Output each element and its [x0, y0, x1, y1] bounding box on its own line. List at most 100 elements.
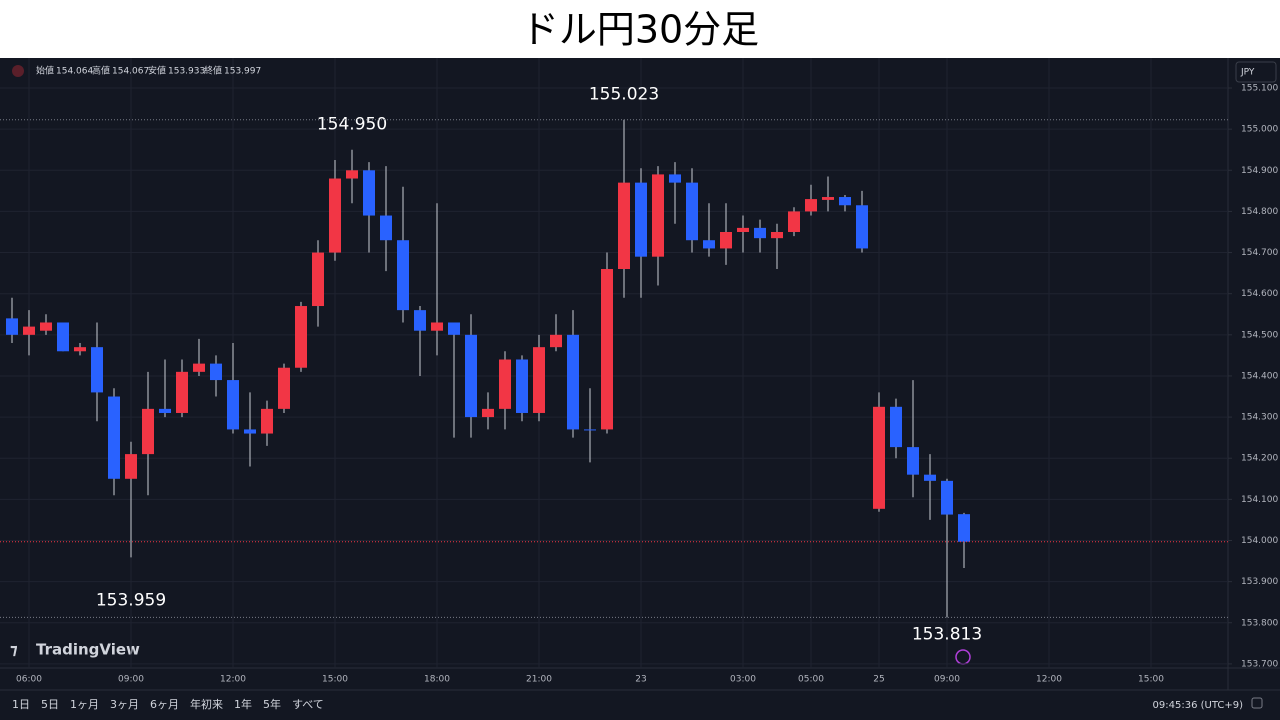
candle-body — [91, 347, 103, 393]
candle-body — [669, 174, 681, 183]
range-button[interactable]: 1年 — [234, 697, 252, 711]
candle-body — [839, 197, 851, 206]
candle-body — [890, 406, 902, 448]
candle-body — [924, 474, 936, 481]
clock: 09:45:36 (UTC+9) — [1153, 700, 1244, 711]
candle-body — [261, 408, 273, 434]
y-tick-label: 154.100 — [1241, 495, 1278, 505]
y-tick-label: 154.500 — [1241, 330, 1278, 340]
candle-body — [57, 322, 69, 352]
watermark: TradingView — [36, 641, 140, 659]
settings-icon[interactable] — [1251, 697, 1263, 709]
x-tick-label: 23 — [635, 675, 646, 685]
x-tick-label: 03:00 — [730, 675, 756, 685]
candle-body — [686, 182, 698, 241]
candle-body — [448, 322, 460, 335]
x-tick-label: 12:00 — [220, 675, 246, 685]
candle-body — [516, 359, 528, 413]
ohlc-value: 153.933 — [168, 67, 205, 77]
candle-body — [244, 429, 256, 434]
candle-body — [210, 363, 222, 381]
candle-body — [550, 334, 562, 348]
candle-body — [584, 429, 596, 431]
y-tick-label: 153.900 — [1241, 577, 1278, 587]
candle-body — [635, 182, 647, 257]
candle-body — [6, 318, 18, 335]
candle-body — [23, 326, 35, 335]
candle-body — [567, 334, 579, 430]
candle-body — [159, 408, 171, 413]
candle-body — [958, 514, 970, 542]
watermark-logo: ⁊ — [10, 641, 18, 659]
candle-body — [295, 306, 307, 368]
candle-body — [754, 227, 766, 239]
chart-title: ドル円30分足 — [521, 8, 759, 52]
candle-body — [856, 205, 868, 249]
candle-body — [346, 170, 358, 179]
candle-body — [74, 347, 86, 352]
ohlc-label: 終値 — [204, 65, 222, 77]
y-tick-label: 154.600 — [1241, 289, 1278, 299]
ohlc-label: 高値 — [92, 65, 110, 77]
candle-body — [431, 322, 443, 331]
y-tick-label: 153.700 — [1241, 659, 1278, 669]
range-button[interactable]: 年初来 — [190, 697, 223, 711]
y-tick-label: 154.000 — [1241, 536, 1278, 546]
candle-body — [482, 408, 494, 418]
y-tick-label: 154.900 — [1241, 166, 1278, 176]
range-button[interactable]: 1日 — [12, 698, 30, 711]
y-tick-label: 154.200 — [1241, 454, 1278, 464]
x-tick-label: 09:00 — [934, 675, 960, 685]
candle-body — [771, 231, 783, 239]
x-tick-label: 18:00 — [424, 675, 450, 685]
x-tick-label: 15:00 — [1138, 675, 1164, 685]
x-tick-label: 25 — [873, 675, 884, 685]
candle-body — [822, 197, 834, 200]
candle-body — [873, 406, 885, 509]
y-tick-label: 155.000 — [1241, 125, 1278, 135]
x-tick-label: 09:00 — [118, 675, 144, 685]
x-tick-label: 21:00 — [526, 675, 552, 685]
range-button[interactable]: 1ヶ月 — [70, 698, 99, 711]
candle-body — [703, 240, 715, 249]
ohlc-label: 安値 — [148, 65, 166, 77]
candle-body — [941, 480, 953, 515]
candle-body — [40, 322, 52, 331]
title-band — [0, 0, 1280, 58]
range-button[interactable]: 3ヶ月 — [110, 698, 139, 711]
candle-body — [142, 408, 154, 455]
candle-body — [227, 380, 239, 430]
x-tick-label: 05:00 — [798, 675, 824, 685]
candle-body — [380, 215, 392, 241]
candle-body — [193, 363, 205, 372]
range-button[interactable]: すべて — [292, 698, 324, 711]
candle-body — [125, 454, 137, 479]
annotation: 153.813 — [912, 624, 982, 644]
currency-button[interactable] — [1235, 61, 1277, 83]
annotation: 153.959 — [96, 590, 166, 610]
y-tick-label: 155.100 — [1241, 84, 1278, 94]
y-tick-label: 154.700 — [1241, 248, 1278, 258]
candle-body — [805, 199, 817, 212]
ohlc-value: 154.064 — [56, 67, 93, 77]
candle-body — [312, 252, 324, 307]
candle-body — [363, 170, 375, 216]
range-button[interactable]: 6ヶ月 — [150, 698, 179, 711]
y-tick-label: 154.400 — [1241, 371, 1278, 381]
candle-body — [737, 227, 749, 232]
candle-body — [499, 359, 511, 409]
y-tick-label: 154.800 — [1241, 207, 1278, 217]
y-tick-label: 153.800 — [1241, 618, 1278, 628]
ohlc-label: 始値 — [36, 65, 54, 77]
currency-label: JPY — [1240, 68, 1255, 78]
symbol-icon — [12, 65, 24, 77]
candle-body — [176, 371, 188, 413]
annotation: 154.950 — [317, 115, 387, 135]
chart-background — [0, 58, 1280, 720]
range-button[interactable]: 5年 — [263, 697, 281, 711]
range-button[interactable]: 5日 — [41, 698, 59, 711]
candle-body — [329, 178, 341, 253]
ohlc-value: 154.067 — [112, 67, 149, 77]
